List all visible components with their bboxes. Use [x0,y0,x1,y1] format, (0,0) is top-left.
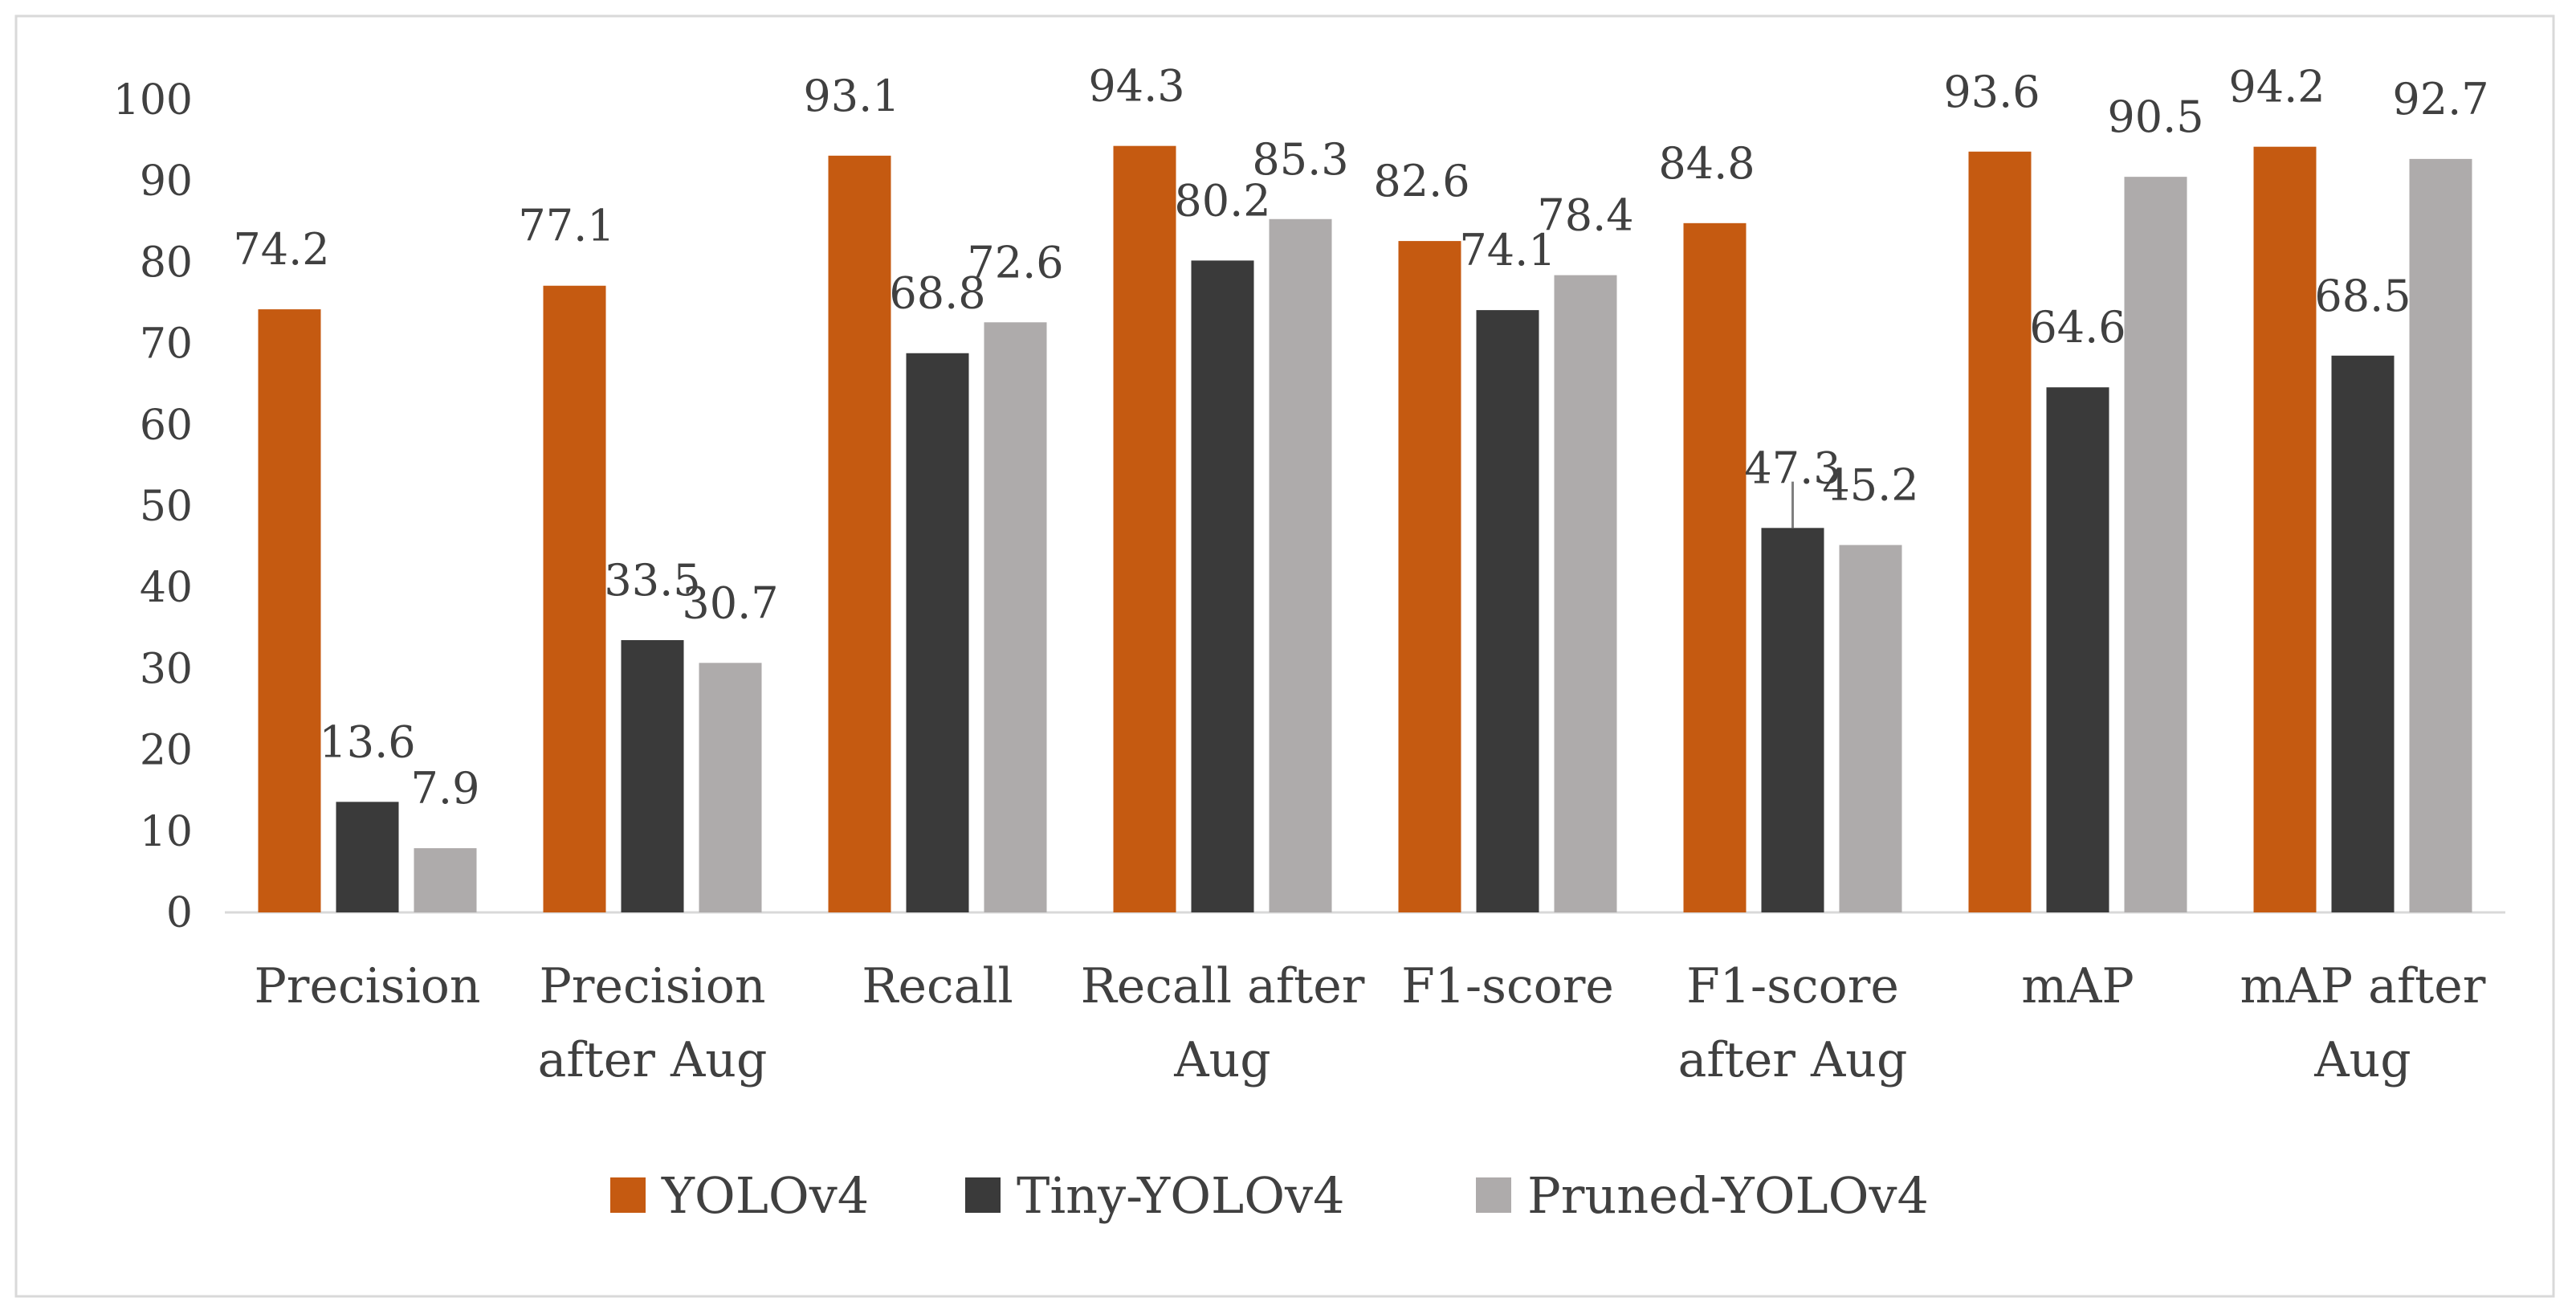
bar-tiny-yolov4-2 [906,353,969,912]
data-label: 45.2 [1822,460,1918,511]
data-label: 13.6 [319,716,415,767]
legend-label: YOLOv4 [661,1166,869,1225]
data-label: 72.6 [967,237,1063,288]
bar-yolov4-7 [2253,146,2317,913]
data-label: 94.3 [1088,61,1184,112]
bar-yolov4-1 [543,285,606,912]
y-tick-label: 10 [140,808,193,856]
bar-tiny-yolov4-7 [2331,355,2395,912]
bar-tiny-yolov4-1 [621,639,684,912]
x-tick-label: mAP after Aug [2240,958,2486,1088]
x-tick-label: Precision after Aug [538,958,768,1088]
y-tick-label: 40 [140,564,193,612]
data-label: 84.8 [1658,138,1755,189]
bar-pruned-yolov4-2 [984,322,1047,913]
y-tick-label: 80 [140,239,193,287]
x-tick-label: mAP [2021,958,2134,1014]
data-label: 68.5 [2314,271,2411,321]
data-labels-group: 74.2 13.67.9 77.1 33.530.7 93.1 68.872.6 94.3 8… [233,61,2488,814]
chart-frame [14,14,2555,1298]
legend-label: Tiny-YOLOv4 [1017,1166,1345,1225]
x-axis-category-labels: Precision Precision after Aug Recall Recall … [254,958,2485,1088]
bars-group [258,145,2472,913]
bar-yolov4-0 [258,309,321,912]
legend-swatch [610,1177,646,1213]
bar-tiny-yolov4-0 [336,802,399,912]
data-label: 94.2 [2228,62,2325,112]
data-label: 93.6 [1943,67,2040,117]
x-tick-label: F1-score after Aug [1678,958,1908,1088]
data-label: 78.4 [1537,190,1633,241]
bar-pruned-yolov4-3 [1269,218,1332,912]
data-label: 7.9 [411,763,480,814]
bar-pruned-yolov4-1 [699,663,762,912]
bar-yolov4-3 [1113,145,1176,912]
bar-tiny-yolov4-4 [1476,310,1539,912]
data-label: 30.7 [682,577,778,628]
y-tick-label: 100 [113,76,193,124]
bar-pruned-yolov4-7 [2409,158,2472,913]
data-label: 64.6 [2029,302,2126,353]
data-label: 74.2 [233,224,329,275]
bar-pruned-yolov4-5 [1839,545,1902,912]
data-label: 80.2 [1174,175,1270,226]
legend: YOLOv4 Tiny-YOLOv4 Pruned-YOLOv4 [610,1166,1929,1225]
legend-swatch [1476,1177,1511,1213]
data-label: 74.1 [1459,225,1555,275]
bar-pruned-yolov4-0 [414,848,477,912]
x-tick-label: Recall [862,958,1013,1014]
bar-tiny-yolov4-5 [1761,528,1824,912]
y-tick-label: 30 [140,645,193,693]
y-tick-label: 20 [140,727,193,775]
legend-swatch [965,1177,1001,1213]
data-label: 82.6 [1373,156,1469,206]
bar-pruned-yolov4-6 [2124,177,2187,912]
data-label: 77.1 [518,201,614,251]
x-tick-label: Recall after Aug [1081,958,1365,1088]
data-label: 68.8 [889,268,985,319]
bar-yolov4-5 [1683,222,1747,913]
y-tick-label: 70 [140,320,193,369]
y-tick-label: 90 [140,157,193,206]
data-label: 90.5 [2107,92,2203,142]
bar-yolov4-2 [828,155,891,912]
x-tick-label: F1-score [1401,958,1614,1014]
bar-yolov4-4 [1398,241,1461,912]
y-tick-label: 50 [140,483,193,531]
data-label: 47.3 [1744,443,1840,493]
data-label: 33.5 [604,555,700,606]
bar-tiny-yolov4-6 [2046,387,2109,912]
data-label: 85.3 [1252,134,1348,185]
legend-label: Pruned-YOLOv4 [1527,1166,1929,1225]
y-tick-label: 60 [140,402,193,450]
bar-yolov4-6 [1968,151,2032,912]
data-label: 93.1 [803,71,899,121]
x-tick-label: Precision [254,958,480,1014]
data-label: 92.7 [2392,74,2488,124]
y-tick-label: 0 [166,889,193,937]
bar-tiny-yolov4-3 [1191,260,1254,913]
bar-pruned-yolov4-4 [1554,275,1617,912]
y-axis: 0 10 20 30 40 50 60 70 80 90 100 [113,76,193,937]
